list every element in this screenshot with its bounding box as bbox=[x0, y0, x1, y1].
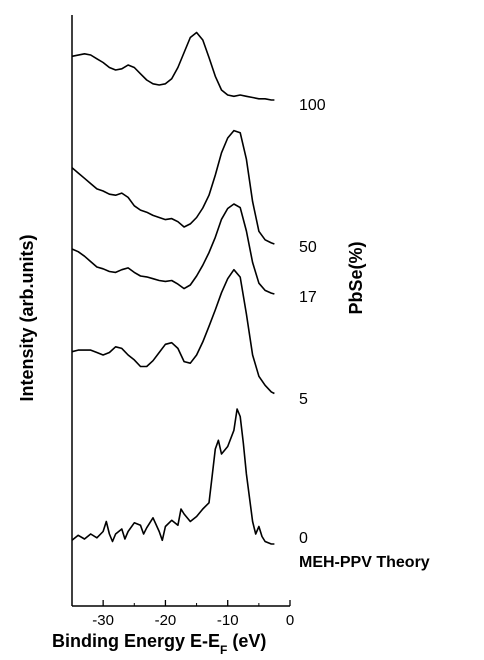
x-axis-title-main: Binding Energy E-E bbox=[52, 631, 220, 651]
spectrum-curve-100 bbox=[71, 31, 275, 101]
series-label-50: 50 bbox=[299, 239, 317, 256]
y-axis-title: Intensity (arb.units) bbox=[17, 234, 37, 401]
series-labels: 100 50 17 5 0 MEH-PPV Theory bbox=[299, 97, 430, 571]
spectrum-curve-17 bbox=[71, 203, 275, 295]
series-label-5: 5 bbox=[299, 391, 308, 408]
x-tick-label: 0 bbox=[286, 612, 294, 629]
spectra-curves bbox=[71, 31, 275, 545]
series-label-100: 100 bbox=[299, 97, 326, 114]
x-tick-label: -20 bbox=[155, 612, 177, 629]
x-tick-label: -10 bbox=[217, 612, 239, 629]
series-label-0: 0 bbox=[299, 530, 308, 547]
x-axis-ticks: -30 -20 -10 0 bbox=[71, 600, 294, 629]
spectrum-curve-50 bbox=[71, 129, 275, 245]
spectrum-curve-5 bbox=[71, 268, 275, 395]
x-axis-title: Binding Energy E-EF (eV) bbox=[52, 631, 266, 657]
x-axis-title-subscript: F bbox=[220, 643, 227, 657]
plot-frame bbox=[71, 15, 290, 607]
x-axis-title-unit: (eV) bbox=[227, 631, 266, 651]
spectrum-curve-0 bbox=[71, 408, 275, 545]
theory-label: MEH-PPV Theory bbox=[299, 554, 430, 571]
series-label-17: 17 bbox=[299, 289, 317, 306]
x-tick-label: -30 bbox=[92, 612, 114, 629]
right-axis-title: PbSe(%) bbox=[346, 241, 366, 314]
